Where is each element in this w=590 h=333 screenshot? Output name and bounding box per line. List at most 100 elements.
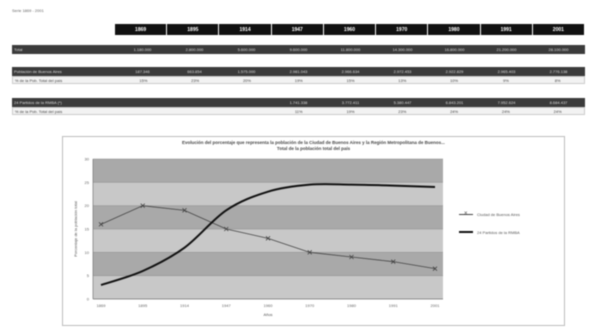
y-tick-label: 30	[85, 157, 90, 162]
data-point-ciudad	[140, 203, 146, 208]
table-row: Población de Buenos Aires 187.346 663.854 1…	[12, 67, 585, 76]
x-tick-label: 1991	[389, 303, 399, 308]
legend-item-ciudad: × Ciudad de Buenos Aires	[459, 205, 564, 223]
table-cell: 187.346	[135, 69, 150, 74]
year-header-cell: 1980	[428, 24, 480, 35]
table-cell	[118, 108, 169, 114]
table-cell: 13%	[398, 77, 407, 83]
table-cell	[221, 98, 272, 107]
table-cell: 663.854	[187, 69, 202, 74]
data-point-ciudad	[182, 208, 187, 213]
table-cell: 1.180.000	[133, 47, 152, 52]
x-tick-label: 1970	[305, 303, 315, 308]
y-tick-label: 25	[85, 180, 90, 185]
chart-title-line1: Evolución del porcentaje que representa …	[182, 140, 445, 145]
plot-band	[93, 275, 443, 299]
y-tick-label: 20	[85, 203, 90, 208]
y-tick-label: 5	[87, 273, 90, 278]
y-axis-label: Porcentaje de la población total	[73, 201, 78, 257]
year-header-cell: 1914	[219, 24, 271, 35]
year-header-cell: 1970	[376, 24, 428, 35]
table-cell: 23%	[191, 77, 200, 83]
series-line-rmba	[100, 183, 436, 286]
table-cell: 6.843.201	[445, 100, 464, 105]
table-cell: 1.575.000	[237, 69, 256, 74]
table-cell: 16.800.000	[444, 47, 465, 52]
table-cell: 5.380.447	[393, 100, 412, 105]
table-cell: 14.300.000	[392, 47, 413, 52]
table-cell: 7.952.624	[497, 100, 516, 105]
table-cell: 2.966.634	[341, 69, 360, 74]
legend-item-rmba: 24 Partidos de la RMBA	[459, 223, 564, 241]
chart-title: Evolución del porcentaje que representa …	[63, 140, 564, 152]
table-cell: 2.922.829	[445, 69, 464, 74]
table-cell: 21.200.000	[496, 47, 517, 52]
table-cell: 24%	[501, 108, 510, 114]
table-row: % de la Pob. Total del país 15% 23% 20% 19% 1…	[12, 76, 585, 84]
y-tick-label: 10	[85, 250, 90, 255]
table-cell	[169, 98, 220, 107]
year-header-cell: 1991	[480, 24, 532, 35]
plot-band	[93, 159, 443, 183]
table-cell: 8%	[554, 77, 561, 83]
year-header-cell: 1960	[323, 24, 376, 35]
x-tick-label: 2001	[431, 303, 441, 308]
x-tick-label: 1947	[222, 303, 232, 308]
x-tick-label: 1980	[347, 303, 357, 308]
x-tick-label: 1914	[180, 303, 190, 308]
legend-swatch-rmba	[459, 231, 473, 233]
plot-band	[93, 205, 443, 229]
table-cell: 11.800.000	[340, 47, 361, 52]
table-cell: 19%	[294, 77, 303, 83]
x-tick-label: 1960	[264, 303, 274, 308]
row-label: Total	[14, 47, 23, 52]
x-tick-label: 1895	[138, 303, 148, 308]
chart-title-line2: Total de la población total del país	[276, 146, 351, 151]
row-label: % de la Pob. Total del país	[15, 77, 63, 83]
table-cell: 1.741.338	[289, 100, 308, 105]
legend-label-rmba: 24 Partidos de la RMBA	[477, 229, 520, 235]
table-cell: 2.981.043	[289, 69, 308, 74]
table-cell: 2.776.138	[549, 69, 568, 74]
table-row: % de la Pob. Total del país 11% 19% 23% 24% 2…	[12, 107, 585, 115]
data-point-ciudad	[349, 254, 354, 260]
legend-swatch-ciudad: ×	[459, 211, 473, 217]
table-cell: 5.600.000	[237, 47, 256, 52]
legend-label-ciudad: Ciudad de Buenos Aires	[477, 211, 520, 217]
table-cell: 3.772.411	[341, 100, 360, 105]
table-cell: 10%	[450, 77, 459, 83]
row-label: 24 Partidos de la RMBA (*)	[14, 100, 62, 105]
table-cell: 24%	[450, 108, 459, 114]
table-cell: 15%	[139, 77, 148, 83]
data-point-ciudad	[390, 259, 396, 264]
data-point-ciudad	[98, 222, 104, 227]
table-cell: 2.972.453	[393, 69, 412, 74]
table-cell: 8.684.437	[549, 100, 568, 105]
row-label: % de la Pob. Total del país	[15, 108, 63, 114]
table-cell: 15%	[346, 77, 355, 83]
plot-band	[93, 229, 443, 253]
table-cell: 2.800.000	[185, 47, 204, 52]
year-header-cell: 1869	[115, 24, 167, 35]
data-point-ciudad	[223, 226, 229, 232]
table-cell: 24%	[553, 108, 562, 114]
table-row: Total 1.180.000 2.800.000 5.600.000 9.600.00…	[12, 45, 585, 54]
table-cell: 19%	[346, 108, 355, 114]
table-cell	[170, 108, 221, 114]
y-tick-label: 0	[87, 297, 90, 302]
table-cell: 23%	[398, 108, 407, 114]
table-cell	[117, 98, 168, 107]
plot-band	[93, 182, 443, 206]
year-header-cell: 2001	[532, 24, 584, 35]
y-tick-label: 15	[85, 227, 90, 232]
table-row: 24 Partidos de la RMBA (*) 1.741.338 3.772…	[12, 98, 585, 107]
table-cell: 2.965.403	[497, 69, 516, 74]
table-cell: 9.600.000	[289, 47, 308, 52]
table-caption: Serie 1869 - 2001	[12, 8, 44, 13]
table-cell: 11%	[294, 108, 303, 114]
chart-container: Evolución del porcentaje que representa …	[62, 136, 565, 326]
x-axis-label: Años	[263, 312, 272, 317]
data-point-ciudad	[307, 250, 313, 255]
row-label: Población de Buenos Aires	[14, 69, 62, 74]
table-cell: 20%	[242, 77, 251, 83]
